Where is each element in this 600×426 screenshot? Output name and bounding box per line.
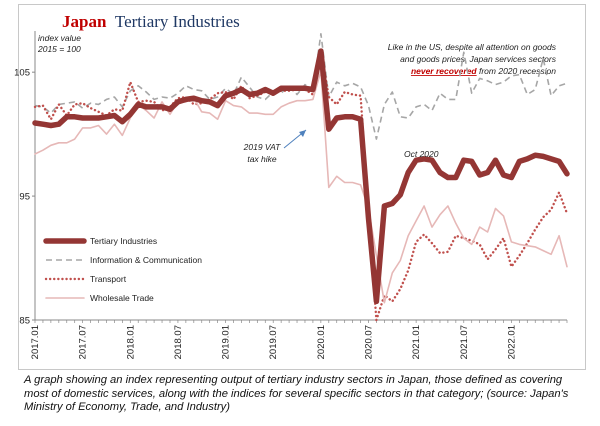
x-tick-label: 2018.07 <box>173 325 184 359</box>
chart: Japan Tertiary Industries index value 20… <box>14 12 570 359</box>
legend-label: Transport <box>90 274 127 284</box>
note-line-1: Like in the US, despite all attention on… <box>388 42 557 52</box>
y-tick-label: 105 <box>14 68 30 79</box>
x-tick-label: 2022.01 <box>506 325 517 359</box>
legend-label: Wholesale Trade <box>90 293 154 303</box>
vat-annotation-line-2: tax hike <box>247 154 277 164</box>
series-layer <box>32 32 570 322</box>
y-unit-label-1: index value <box>38 33 81 43</box>
figure-caption: A graph showing an index representing ou… <box>24 374 569 413</box>
series-line <box>34 70 568 304</box>
x-tick-label: 2020.07 <box>363 325 374 359</box>
oct-2020-annotation: Oct 2020 <box>404 149 439 159</box>
x-tick-label: 2019.07 <box>268 325 279 359</box>
x-tick-label: 2017.07 <box>78 325 89 359</box>
y-tick-label: 95 <box>19 192 30 203</box>
chart-title-subject: Tertiary Industries <box>115 12 240 31</box>
chart-frame <box>18 4 586 370</box>
series-line <box>32 48 570 305</box>
axes: 85 95 105 2017.01 2017.07 2018.01 2018.07 2019.… <box>14 31 568 359</box>
x-tick-label: 2021.01 <box>411 325 422 359</box>
legend-label: Tertiary Industries <box>90 236 157 246</box>
note-line-3-rest: from 2020 recession <box>477 66 557 76</box>
vat-arrow-head <box>299 130 306 137</box>
note-line-2: and goods prices, Japan services sectors <box>400 54 557 64</box>
legend-label: Information & Communication <box>90 255 202 265</box>
note-emphasis: never recovered <box>411 66 477 76</box>
chart-title: Japan Tertiary Industries <box>62 12 240 31</box>
x-tick-label: 2021.07 <box>459 325 470 359</box>
x-tick-label: 2019.01 <box>221 325 232 359</box>
x-tick-label: 2020.01 <box>316 325 327 359</box>
legend: Tertiary Industries Information & Communi… <box>43 236 202 303</box>
y-tick-label: 85 <box>19 316 30 327</box>
x-tick-label: 2018.01 <box>125 325 136 359</box>
chart-title-country: Japan <box>62 12 107 31</box>
y-unit-label-2: 2015 = 100 <box>37 44 81 54</box>
vat-annotation-line-1: 2019 VAT <box>243 142 282 152</box>
x-tick-label: 2017.01 <box>30 325 41 359</box>
note-line-3: never recovered from 2020 recession <box>411 66 556 76</box>
